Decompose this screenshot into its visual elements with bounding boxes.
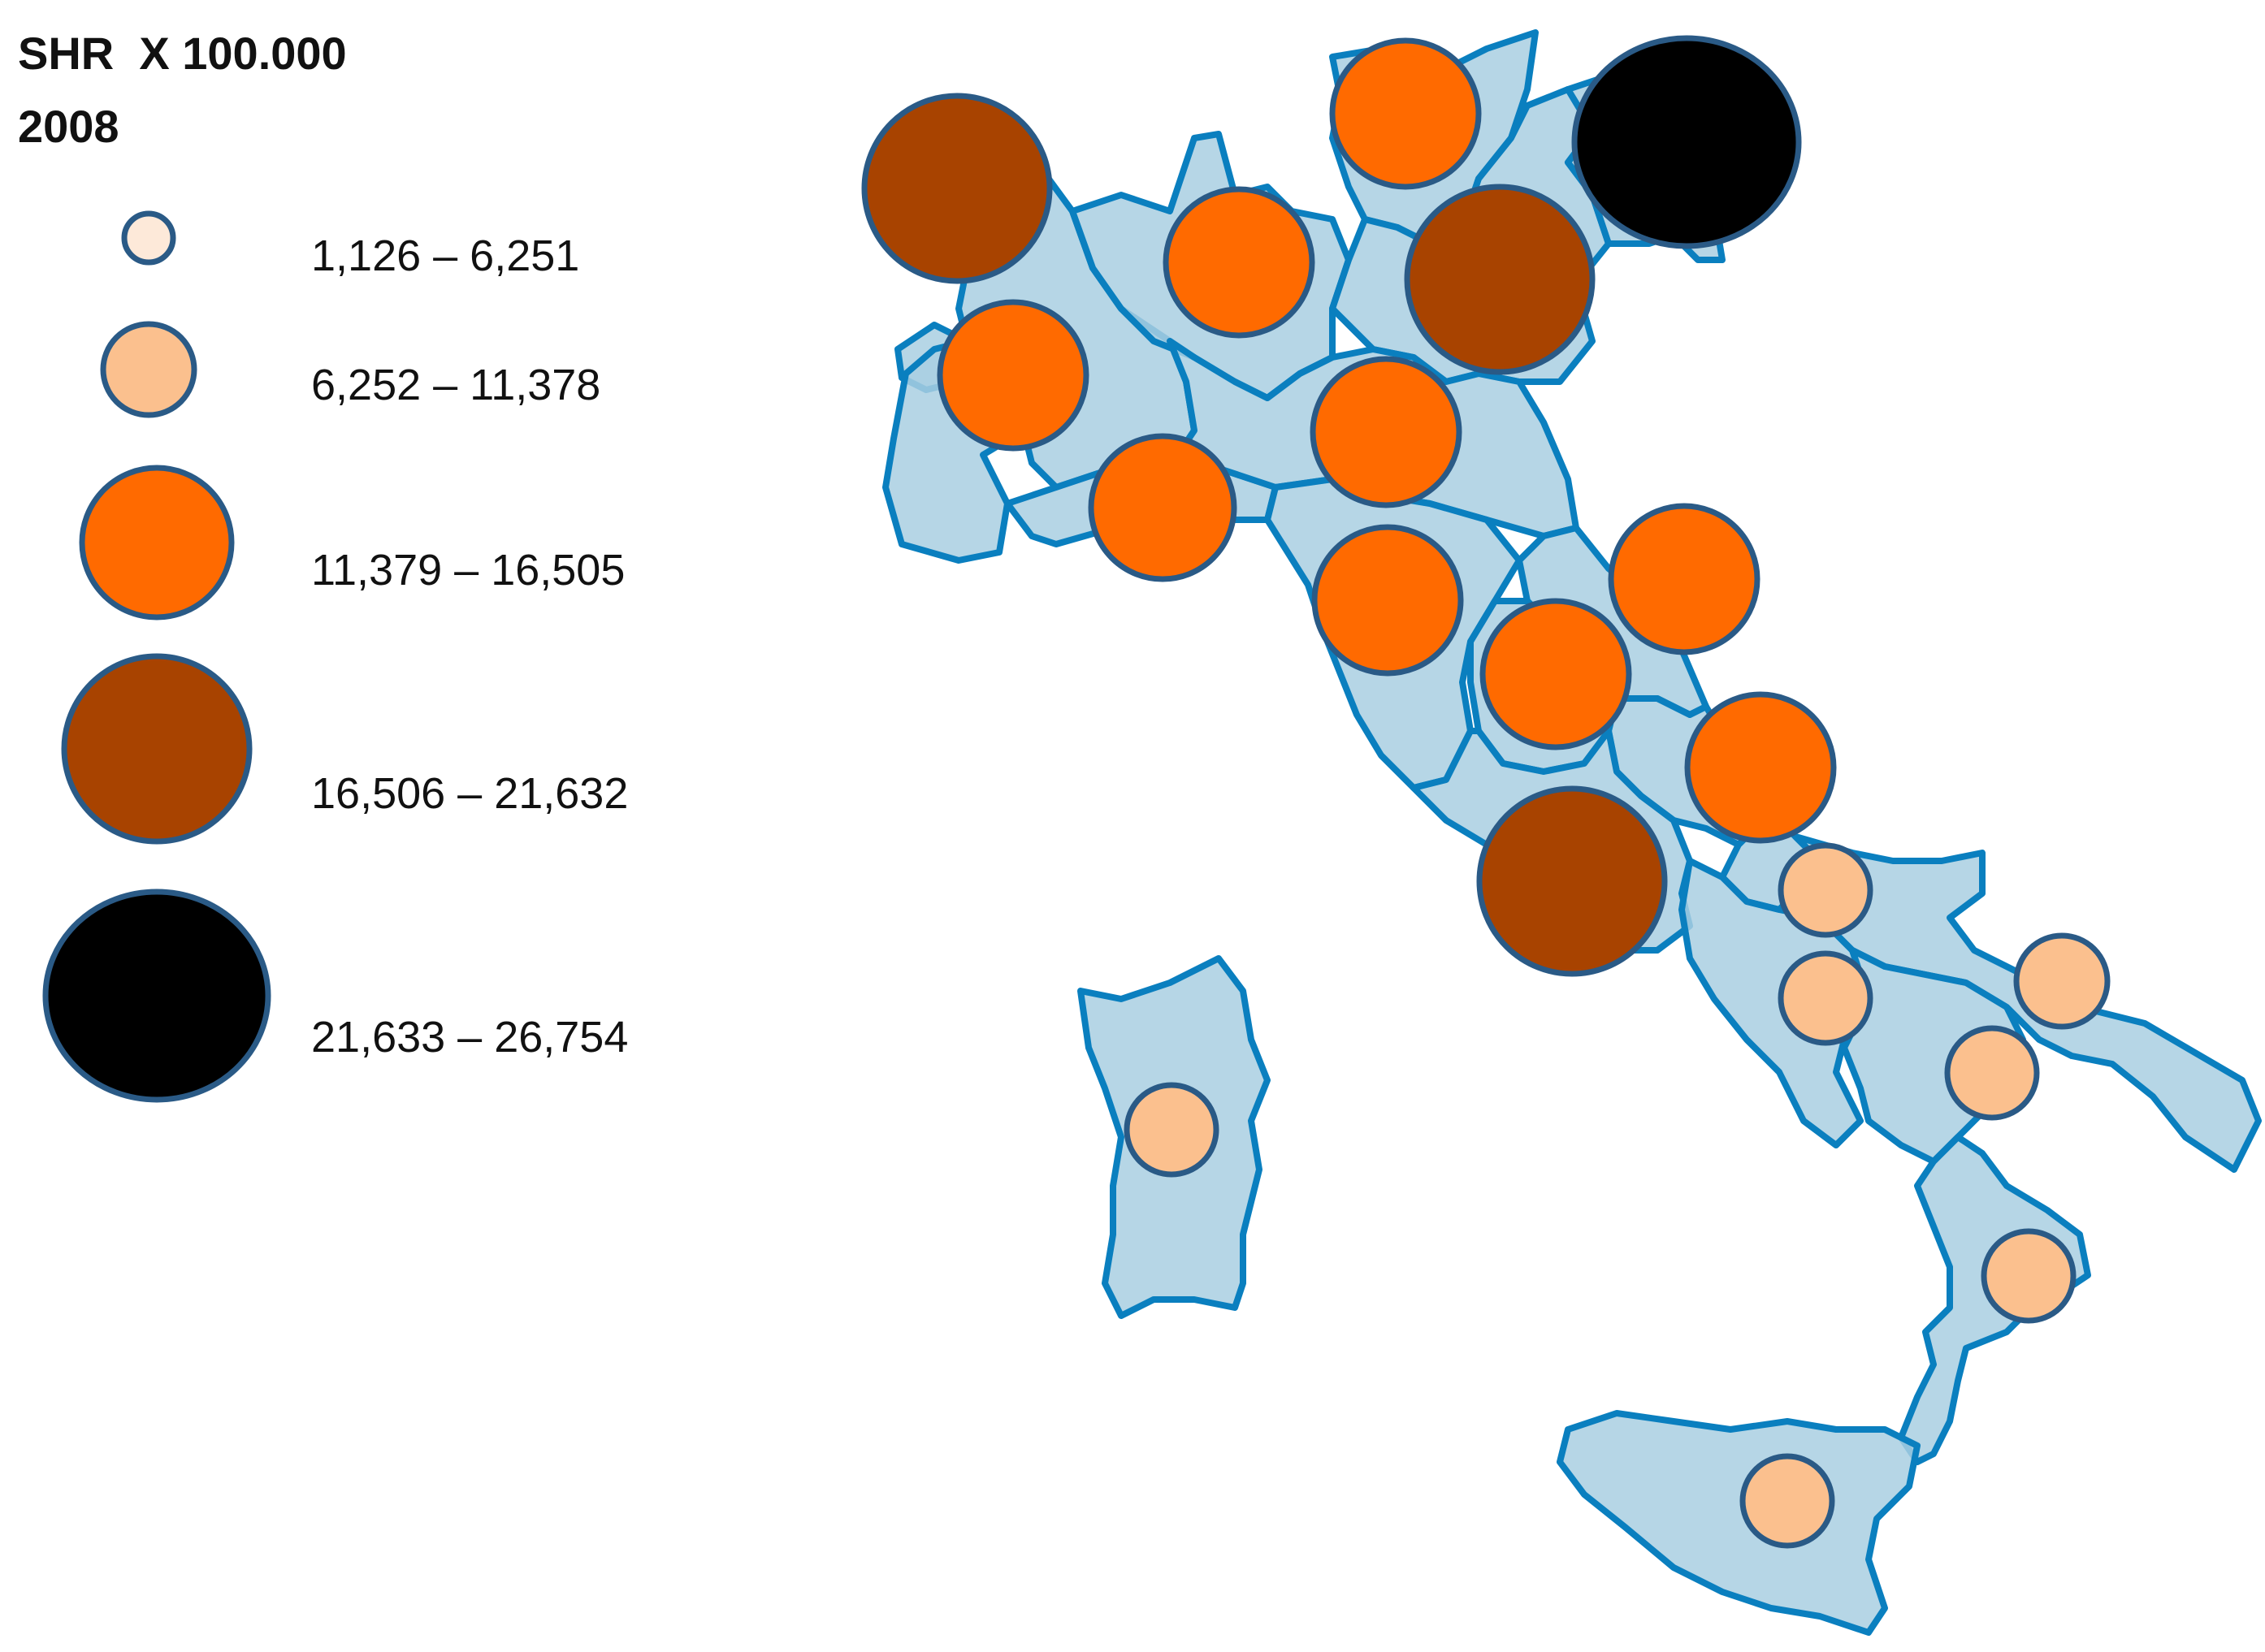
symbol-lazio <box>1476 785 1668 977</box>
legend-label-2: 6,252 – 11,378 <box>311 361 601 409</box>
symbol-sardegna <box>1124 1082 1219 1178</box>
title-line-2: 2008 <box>18 101 119 152</box>
symbol-molise <box>1778 842 1873 938</box>
symbol-emilia-romagna <box>1310 356 1462 508</box>
symbol-umbria <box>1479 598 1632 750</box>
legend-symbol-1 <box>121 210 176 266</box>
legend-symbol-2 <box>100 321 197 418</box>
symbol-piemonte <box>937 299 1089 452</box>
symbol-puglia <box>2013 932 2111 1030</box>
title-line-1: SHR X 100.000 <box>18 28 347 79</box>
legend-label-5: 21,633 – 26,754 <box>311 1013 629 1062</box>
symbol-marche <box>1608 503 1760 655</box>
symbol-toscana <box>1311 524 1464 677</box>
symbol-sicilia <box>1739 1453 1835 1549</box>
region-sicilia <box>1557 1410 1921 1636</box>
legend-symbols <box>42 210 271 1103</box>
symbol-campania <box>1778 950 1873 1046</box>
proportional-symbols <box>861 35 2111 1549</box>
symbol-veneto <box>1404 184 1596 375</box>
symbol-calabria <box>1981 1228 2077 1324</box>
symbol-valle-d-aosta <box>861 93 1053 284</box>
symbol-friuli-venezia-giulia <box>1571 35 1802 249</box>
symbol-abruzzo <box>1684 691 1837 844</box>
legend-symbol-3 <box>79 465 235 621</box>
symbol-lombardia <box>1163 186 1315 339</box>
legend-symbol-4 <box>61 653 253 845</box>
legend-symbol-5 <box>42 889 271 1103</box>
symbol-trentino-alto-adige <box>1329 37 1482 190</box>
legend-label-3: 11,379 – 16,505 <box>311 546 626 595</box>
symbol-basilicata <box>1944 1025 2040 1121</box>
symbol-liguria <box>1088 433 1237 582</box>
legend-label-1: 1,126 – 6,251 <box>311 231 580 280</box>
legend-label-4: 16,506 – 21,632 <box>311 769 629 818</box>
